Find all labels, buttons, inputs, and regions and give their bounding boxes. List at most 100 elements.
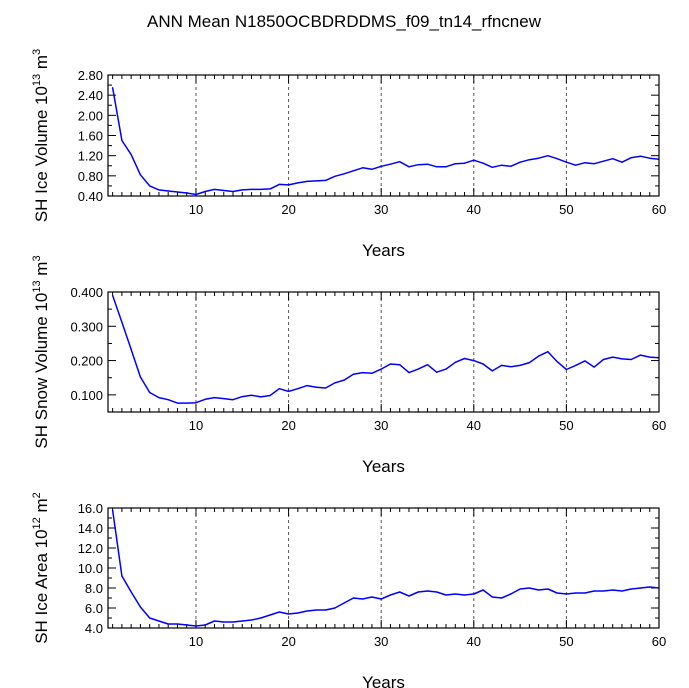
data-point bbox=[399, 591, 401, 593]
data-point bbox=[380, 368, 382, 370]
y-tick-label: 12.0 bbox=[78, 541, 103, 556]
chart-panel-1: 0.40 0.80 1.20 1.60 2.00 2.40 2.80 10 20 30 40 50 60… bbox=[31, 49, 666, 260]
y-tick-label: 1.60 bbox=[78, 129, 103, 144]
data-point bbox=[454, 361, 456, 363]
data-point bbox=[473, 159, 475, 161]
data-point bbox=[519, 588, 521, 590]
data-point bbox=[454, 593, 456, 595]
data-point bbox=[204, 624, 206, 626]
data-point bbox=[417, 368, 419, 370]
data-point bbox=[584, 360, 586, 362]
x-tick-label: 30 bbox=[374, 634, 388, 649]
x-tick-label: 30 bbox=[374, 418, 388, 433]
y-tick-label: 14.0 bbox=[78, 521, 103, 536]
chart-panels: 0.40 0.80 1.20 1.60 2.00 2.40 2.80 10 20 30 40 50 60… bbox=[31, 49, 666, 688]
data-point bbox=[195, 193, 197, 196]
data-point bbox=[473, 593, 475, 595]
data-point bbox=[463, 357, 466, 360]
chart-panel-2: 0.100 0.200 0.300 0.400 10 20 30 40 50 60 Years SH … bbox=[31, 255, 666, 476]
data-point bbox=[621, 161, 623, 163]
data-point bbox=[510, 366, 512, 368]
data-point bbox=[639, 155, 642, 157]
data-point bbox=[149, 617, 151, 619]
y-tick-label: 0.300 bbox=[70, 319, 103, 334]
y-tick-label: 0.200 bbox=[70, 354, 103, 369]
data-point bbox=[352, 170, 355, 172]
data-point bbox=[436, 166, 438, 168]
x-tick-label: 50 bbox=[559, 418, 573, 433]
chart-panel-3: 4.0 6.0 8.0 10.0 12.0 14.0 16.0 10 20 30 40 50 60 Yea… bbox=[31, 492, 666, 688]
plot-frame bbox=[107, 291, 660, 413]
data-point bbox=[417, 164, 419, 166]
data-point bbox=[315, 386, 317, 388]
data-point bbox=[232, 190, 234, 193]
data-point bbox=[482, 162, 484, 164]
data-point bbox=[112, 294, 114, 297]
data-point bbox=[139, 376, 142, 378]
data-point bbox=[213, 620, 216, 622]
data-point bbox=[547, 155, 549, 157]
y-tick-label: 8.0 bbox=[85, 581, 103, 596]
x-tick-label: 60 bbox=[652, 202, 666, 217]
plot-frame bbox=[107, 507, 660, 629]
data-point bbox=[186, 402, 188, 404]
data-point bbox=[593, 163, 595, 165]
data-point bbox=[260, 396, 262, 398]
data-point bbox=[519, 364, 521, 366]
x-tick-label: 10 bbox=[189, 418, 203, 433]
data-point bbox=[510, 593, 512, 595]
data-point bbox=[371, 596, 373, 598]
y-tick-label: 10.0 bbox=[78, 561, 103, 576]
data-point bbox=[167, 190, 169, 192]
data-point bbox=[621, 590, 623, 592]
data-point bbox=[250, 394, 253, 396]
data-point bbox=[593, 366, 595, 368]
data-point bbox=[362, 598, 364, 600]
data-point bbox=[186, 624, 188, 626]
data-point bbox=[482, 589, 484, 591]
data-point bbox=[362, 167, 364, 169]
data-point bbox=[176, 191, 179, 193]
y-tick-label: 2.80 bbox=[78, 68, 103, 83]
data-point bbox=[306, 180, 308, 182]
data-point bbox=[204, 398, 206, 400]
data-point bbox=[371, 168, 373, 170]
data-point bbox=[334, 175, 336, 177]
y-tick-label: 4.0 bbox=[85, 621, 103, 636]
data-point bbox=[454, 163, 456, 165]
y-tick-label: 0.400 bbox=[70, 285, 103, 300]
data-point bbox=[436, 371, 438, 373]
data-point bbox=[547, 351, 549, 353]
data-point bbox=[639, 354, 642, 356]
x-tick-label: 40 bbox=[467, 634, 481, 649]
x-tick-label: 50 bbox=[559, 202, 573, 217]
data-point bbox=[343, 379, 345, 381]
data-point bbox=[130, 591, 132, 593]
data-point bbox=[482, 363, 484, 365]
y-tick-label: 0.100 bbox=[70, 388, 103, 403]
data-point bbox=[426, 163, 429, 165]
x-axis-label: Years bbox=[362, 457, 405, 476]
data-point bbox=[278, 183, 280, 186]
data-point bbox=[287, 184, 290, 186]
data-point bbox=[565, 368, 567, 371]
data-point bbox=[149, 391, 151, 394]
data-point bbox=[260, 188, 262, 191]
data-point bbox=[445, 166, 447, 168]
data-point bbox=[195, 402, 197, 404]
data-point bbox=[250, 619, 253, 621]
data-point bbox=[556, 361, 558, 363]
y-axis-label: SH Ice Area 1012 m2 bbox=[31, 492, 51, 644]
data-point bbox=[612, 158, 614, 160]
data-point bbox=[510, 165, 512, 167]
data-point bbox=[269, 188, 271, 190]
data-point bbox=[491, 166, 493, 168]
y-tick-label: 0.40 bbox=[78, 189, 103, 204]
y-tick-label: 0.80 bbox=[78, 169, 103, 184]
data-point bbox=[130, 349, 132, 351]
data-point bbox=[639, 587, 642, 589]
x-tick-label: 40 bbox=[467, 202, 481, 217]
data-point bbox=[602, 160, 605, 162]
data-point bbox=[241, 620, 243, 622]
data-point bbox=[445, 368, 447, 370]
